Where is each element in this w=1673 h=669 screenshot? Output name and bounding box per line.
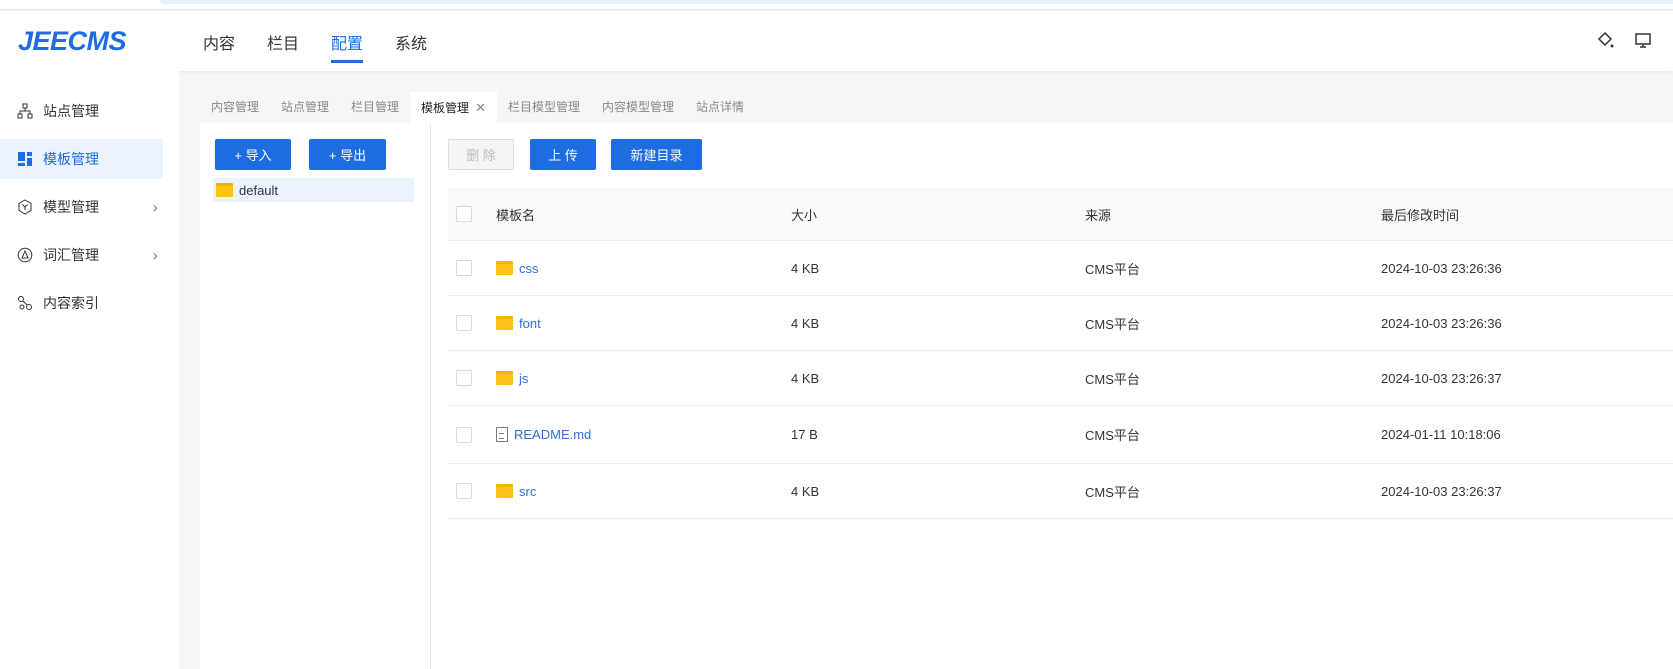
logo: JEECMS [18,26,127,56]
column-header-size: 大小 [791,207,818,223]
chevron-right-icon: › [153,247,158,263]
row-checkbox[interactable] [456,260,472,276]
sidebar-item-label: 词汇管理 [43,247,99,263]
sitemap-icon [17,103,33,119]
template-name: README.md [514,427,592,442]
file-size: 4 KB [791,315,820,331]
file-source: CMS平台 [1085,371,1140,387]
template-name: js [519,370,529,386]
nav-active-indicator [331,60,363,63]
template-name: src [519,483,537,499]
tab-content-model[interactable]: 内容模型管理 [590,92,685,123]
row-checkbox[interactable] [456,426,472,443]
sidebar: 站点管理 模板管理 模型管理 › 词汇管理 › 内容索引 [0,71,179,669]
nav-content[interactable]: 内容 [203,36,236,53]
file-modified: 2024-10-03 23:26:36 [1381,260,1502,276]
monitor-icon[interactable] [1634,31,1652,49]
template-name-link[interactable]: js [496,371,528,386]
nav-column[interactable]: 栏目 [267,36,300,53]
export-button[interactable]: + 导出 [309,139,386,170]
tab-template-manage[interactable]: 模板管理 ✕ [410,92,497,123]
sidebar-item-label: 内容索引 [43,295,99,311]
chevron-right-icon: › [153,199,158,215]
file-size: 4 KB [791,483,820,499]
import-button[interactable]: + 导入 [215,139,291,170]
tab-label: 模板管理 [421,101,470,115]
file-modified: 2024-10-03 23:26:36 [1381,315,1502,331]
new-directory-button[interactable]: 新建目录 [611,139,702,170]
sidebar-item-site[interactable]: 站点管理 [0,91,163,131]
file-modified: 2024-10-03 23:26:37 [1381,370,1502,386]
theme-diamond-icon[interactable] [1597,31,1615,49]
file-icon [496,427,508,442]
folder-icon [496,371,513,385]
table-row: README.md 17 B CMS平台 2024-01-11 10:18:06 [448,406,1673,464]
table-header: 模板名 大小 来源 最后修改时间 [448,188,1673,241]
tab-site-detail[interactable]: 站点详情 [685,92,756,123]
file-source: CMS平台 [1085,428,1140,443]
column-header-modified: 最后修改时间 [1381,207,1460,223]
tab-bar: 内容管理 站点管理 栏目管理 模板管理 ✕ 栏目模型管理 内容模型管理 站点详情 [200,92,756,123]
template-name: font [519,315,541,331]
sidebar-item-model[interactable]: 模型管理 › [0,187,163,227]
column-header-name: 模板名 [496,207,536,223]
template-icon [18,152,32,166]
row-checkbox[interactable] [456,370,472,386]
sidebar-item-content-index[interactable]: 内容索引 [0,283,163,323]
table-row: js 4 KB CMS平台 2024-10-03 23:26:37 [448,351,1673,406]
file-source: CMS平台 [1085,484,1140,500]
template-name: css [519,260,539,276]
folder-icon [496,261,513,275]
file-size: 4 KB [791,260,820,276]
sidebar-item-label: 模板管理 [43,151,99,167]
sidebar-item-template[interactable]: 模板管理 [0,139,163,179]
row-checkbox[interactable] [456,483,472,499]
close-icon[interactable]: ✕ [475,100,486,115]
template-name-link[interactable]: README.md [496,427,591,442]
file-modified: 2024-01-11 10:18:06 [1381,427,1501,442]
vocabulary-icon [17,247,33,263]
sidebar-item-label: 站点管理 [43,103,99,119]
tab-column-manage[interactable]: 栏目管理 [340,92,411,123]
folder-icon [496,316,513,330]
folder-icon [216,183,233,197]
tree-node-default[interactable]: default [213,178,414,202]
model-cube-icon [18,199,32,215]
template-name-link[interactable]: css [496,261,539,276]
tab-content-manage[interactable]: 内容管理 [200,92,271,123]
file-source: CMS平台 [1085,316,1140,332]
tab-column-model[interactable]: 栏目模型管理 [496,92,591,123]
column-header-source: 来源 [1085,207,1112,223]
tab-site-manage[interactable]: 站点管理 [270,92,341,123]
nav-system[interactable]: 系统 [395,36,428,53]
file-modified: 2024-10-03 23:26:37 [1381,483,1502,499]
header: JEECMS 内容 栏目 配置 系统 [0,11,1673,71]
table-row: font 4 KB CMS平台 2024-10-03 23:26:36 [448,296,1673,351]
tree-node-label: default [239,182,279,198]
file-size: 4 KB [791,370,820,386]
row-checkbox[interactable] [456,315,472,331]
folder-icon [496,484,513,498]
select-all-checkbox[interactable] [456,206,472,222]
table-row: css 4 KB CMS平台 2024-10-03 23:26:36 [448,241,1673,296]
directory-tree-panel [200,123,431,669]
template-name-link[interactable]: src [496,484,536,499]
nav-config[interactable]: 配置 [331,36,364,53]
sidebar-item-vocabulary[interactable]: 词汇管理 › [0,235,163,275]
delete-button[interactable]: 删 除 [448,139,514,170]
sidebar-item-label: 模型管理 [43,199,99,215]
template-name-link[interactable]: font [496,316,541,331]
file-size: 17 B [791,427,818,442]
table-row: src 4 KB CMS平台 2024-10-03 23:26:37 [448,464,1673,519]
file-source: CMS平台 [1085,261,1140,277]
browser-strip [0,0,1673,10]
index-link-icon [18,296,32,310]
upload-button[interactable]: 上 传 [530,139,596,170]
